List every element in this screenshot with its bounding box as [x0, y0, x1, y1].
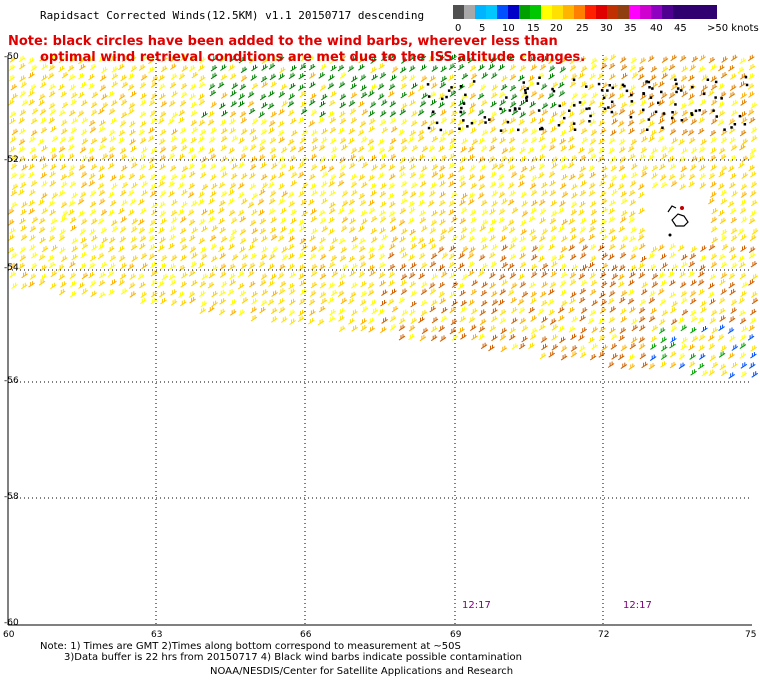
colorbar-swatch-9	[552, 5, 563, 19]
colorbar-label-5: 5	[479, 23, 486, 34]
iss-altitude-note: Note: black circles have been added to t…	[8, 34, 585, 66]
colorbar-swatch-15	[618, 5, 629, 19]
note-line-1: Note: black circles have been added to t…	[8, 34, 558, 49]
wind-barbs-layer	[7, 54, 759, 379]
colorbar-swatch-5	[508, 5, 519, 19]
colorbar-swatch-14	[607, 5, 618, 19]
colorbar-swatch-3	[486, 5, 497, 19]
colorbar-swatch-20	[673, 5, 717, 19]
colorbar-swatch-2	[475, 5, 486, 19]
footer-credit: NOAA/NESDIS/Center for Satellite Applica…	[210, 666, 514, 677]
graticule	[8, 55, 752, 625]
colorbar-swatch-4	[497, 5, 508, 19]
colorbar-label-35: 35	[624, 23, 637, 34]
lat-label-52: -52	[4, 155, 19, 165]
lat-label-50: -50	[4, 52, 19, 62]
colorbar-swatch-18	[651, 5, 662, 19]
lon-label-66: 66	[300, 630, 312, 640]
lat-label-56: -56	[4, 376, 19, 386]
lat-label-60: -60	[4, 618, 19, 628]
colorbar-label-15: 15	[527, 23, 540, 34]
lon-label-63: 63	[151, 630, 163, 640]
colorbar-swatch-12	[585, 5, 596, 19]
colorbar-swatch-13	[596, 5, 607, 19]
colorbar-swatch-11	[574, 5, 585, 19]
colorbar-label-25: 25	[576, 23, 589, 34]
colorbar-swatch-17	[640, 5, 651, 19]
colorbar-swatch-6	[519, 5, 530, 19]
note-line-2: optimal wind retrieval conditions are me…	[40, 50, 586, 65]
lon-label-72: 72	[598, 630, 610, 640]
island-outline	[667, 205, 689, 237]
colorbar-label-40: 40	[650, 23, 663, 34]
pass-time-1: 12:17	[462, 600, 491, 611]
colorbar-label-30: 30	[600, 23, 613, 34]
map-title: Rapidsact Corrected Winds(12.5KM) v1.1 2…	[40, 9, 425, 22]
colorbar-label-50-knots: >50 knots	[707, 23, 759, 34]
colorbar-swatch-1	[464, 5, 475, 19]
colorbar-swatch-10	[563, 5, 574, 19]
colorbar-swatch-7	[530, 5, 541, 19]
colorbar-swatch-8	[541, 5, 552, 19]
plot-frame	[7, 55, 752, 626]
colorbar-label-20: 20	[550, 23, 563, 34]
lon-label-69: 69	[450, 630, 462, 640]
pass-time-2: 12:17	[623, 600, 652, 611]
lon-label-75: 75	[745, 630, 757, 640]
lon-label-60: 60	[3, 630, 15, 640]
footer-note-1: Note: 1) Times are GMT 2)Times along bot…	[40, 641, 461, 652]
footer-note-2: 3)Data buffer is 22 hrs from 20150717 4)…	[64, 652, 522, 663]
lat-label-58: -58	[4, 492, 19, 502]
colorbar-swatch-19	[662, 5, 673, 19]
lat-label-54: -54	[4, 263, 19, 273]
colorbar-label-0: 0	[455, 23, 462, 34]
colorbar-label-10: 10	[502, 23, 515, 34]
colorbar-swatch-16	[629, 5, 640, 19]
colorbar-label-45: 45	[674, 23, 687, 34]
